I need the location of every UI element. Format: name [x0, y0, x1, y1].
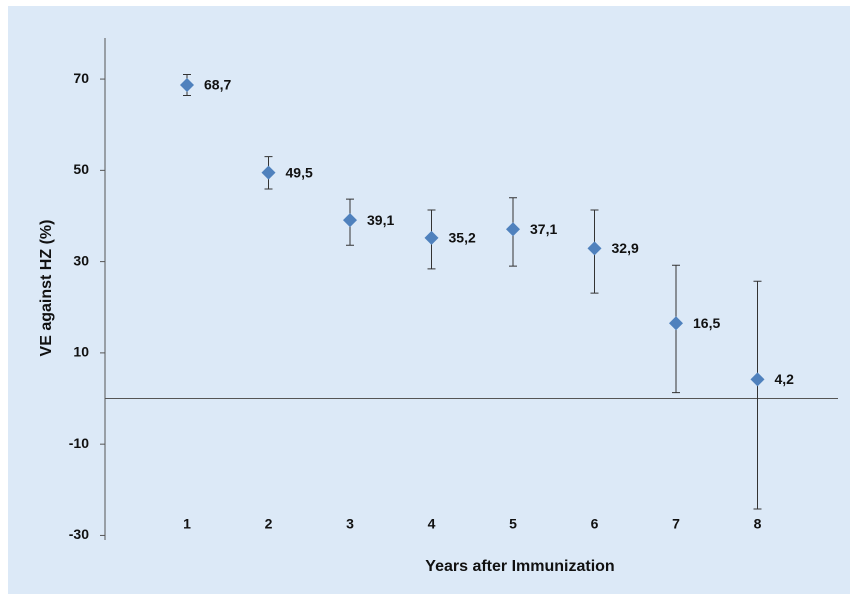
- data-label: 35,2: [449, 230, 476, 246]
- marker: [750, 372, 765, 387]
- marker: [343, 213, 357, 228]
- y-tick-label: -10: [69, 435, 89, 451]
- y-tick-label: 10: [73, 344, 89, 360]
- marker: [424, 230, 439, 245]
- data-label: 68,7: [204, 77, 231, 93]
- data-label: 32,9: [612, 240, 639, 256]
- chart-background: [8, 6, 850, 594]
- data-label: 4,2: [775, 371, 795, 387]
- marker: [587, 241, 602, 256]
- x-tick-label: 4: [428, 516, 436, 532]
- y-tick-label: 70: [73, 70, 89, 86]
- x-tick-label: 6: [591, 516, 599, 532]
- x-tick-label: 5: [509, 516, 517, 532]
- x-tick-label: 3: [346, 516, 354, 532]
- data-label: 37,1: [530, 221, 557, 237]
- marker: [506, 222, 520, 237]
- marker: [261, 165, 276, 180]
- data-label: 39,1: [367, 212, 394, 228]
- x-tick-label: 7: [672, 516, 680, 532]
- data-label: 16,5: [693, 315, 720, 331]
- x-tick-label: 2: [265, 516, 273, 532]
- marker: [669, 316, 683, 331]
- y-tick-label: 30: [73, 252, 89, 268]
- y-tick-label: -30: [69, 526, 89, 542]
- error-bar: [753, 280, 762, 510]
- x-tick-label: 8: [754, 516, 762, 532]
- data-label: 49,5: [286, 164, 313, 180]
- x-tick-label: 1: [183, 516, 191, 532]
- y-axis-label: VE against HZ (%): [38, 220, 55, 357]
- marker: [180, 78, 194, 93]
- x-axis-label: Years after Immunization: [425, 558, 614, 575]
- y-tick-label: 50: [73, 161, 89, 177]
